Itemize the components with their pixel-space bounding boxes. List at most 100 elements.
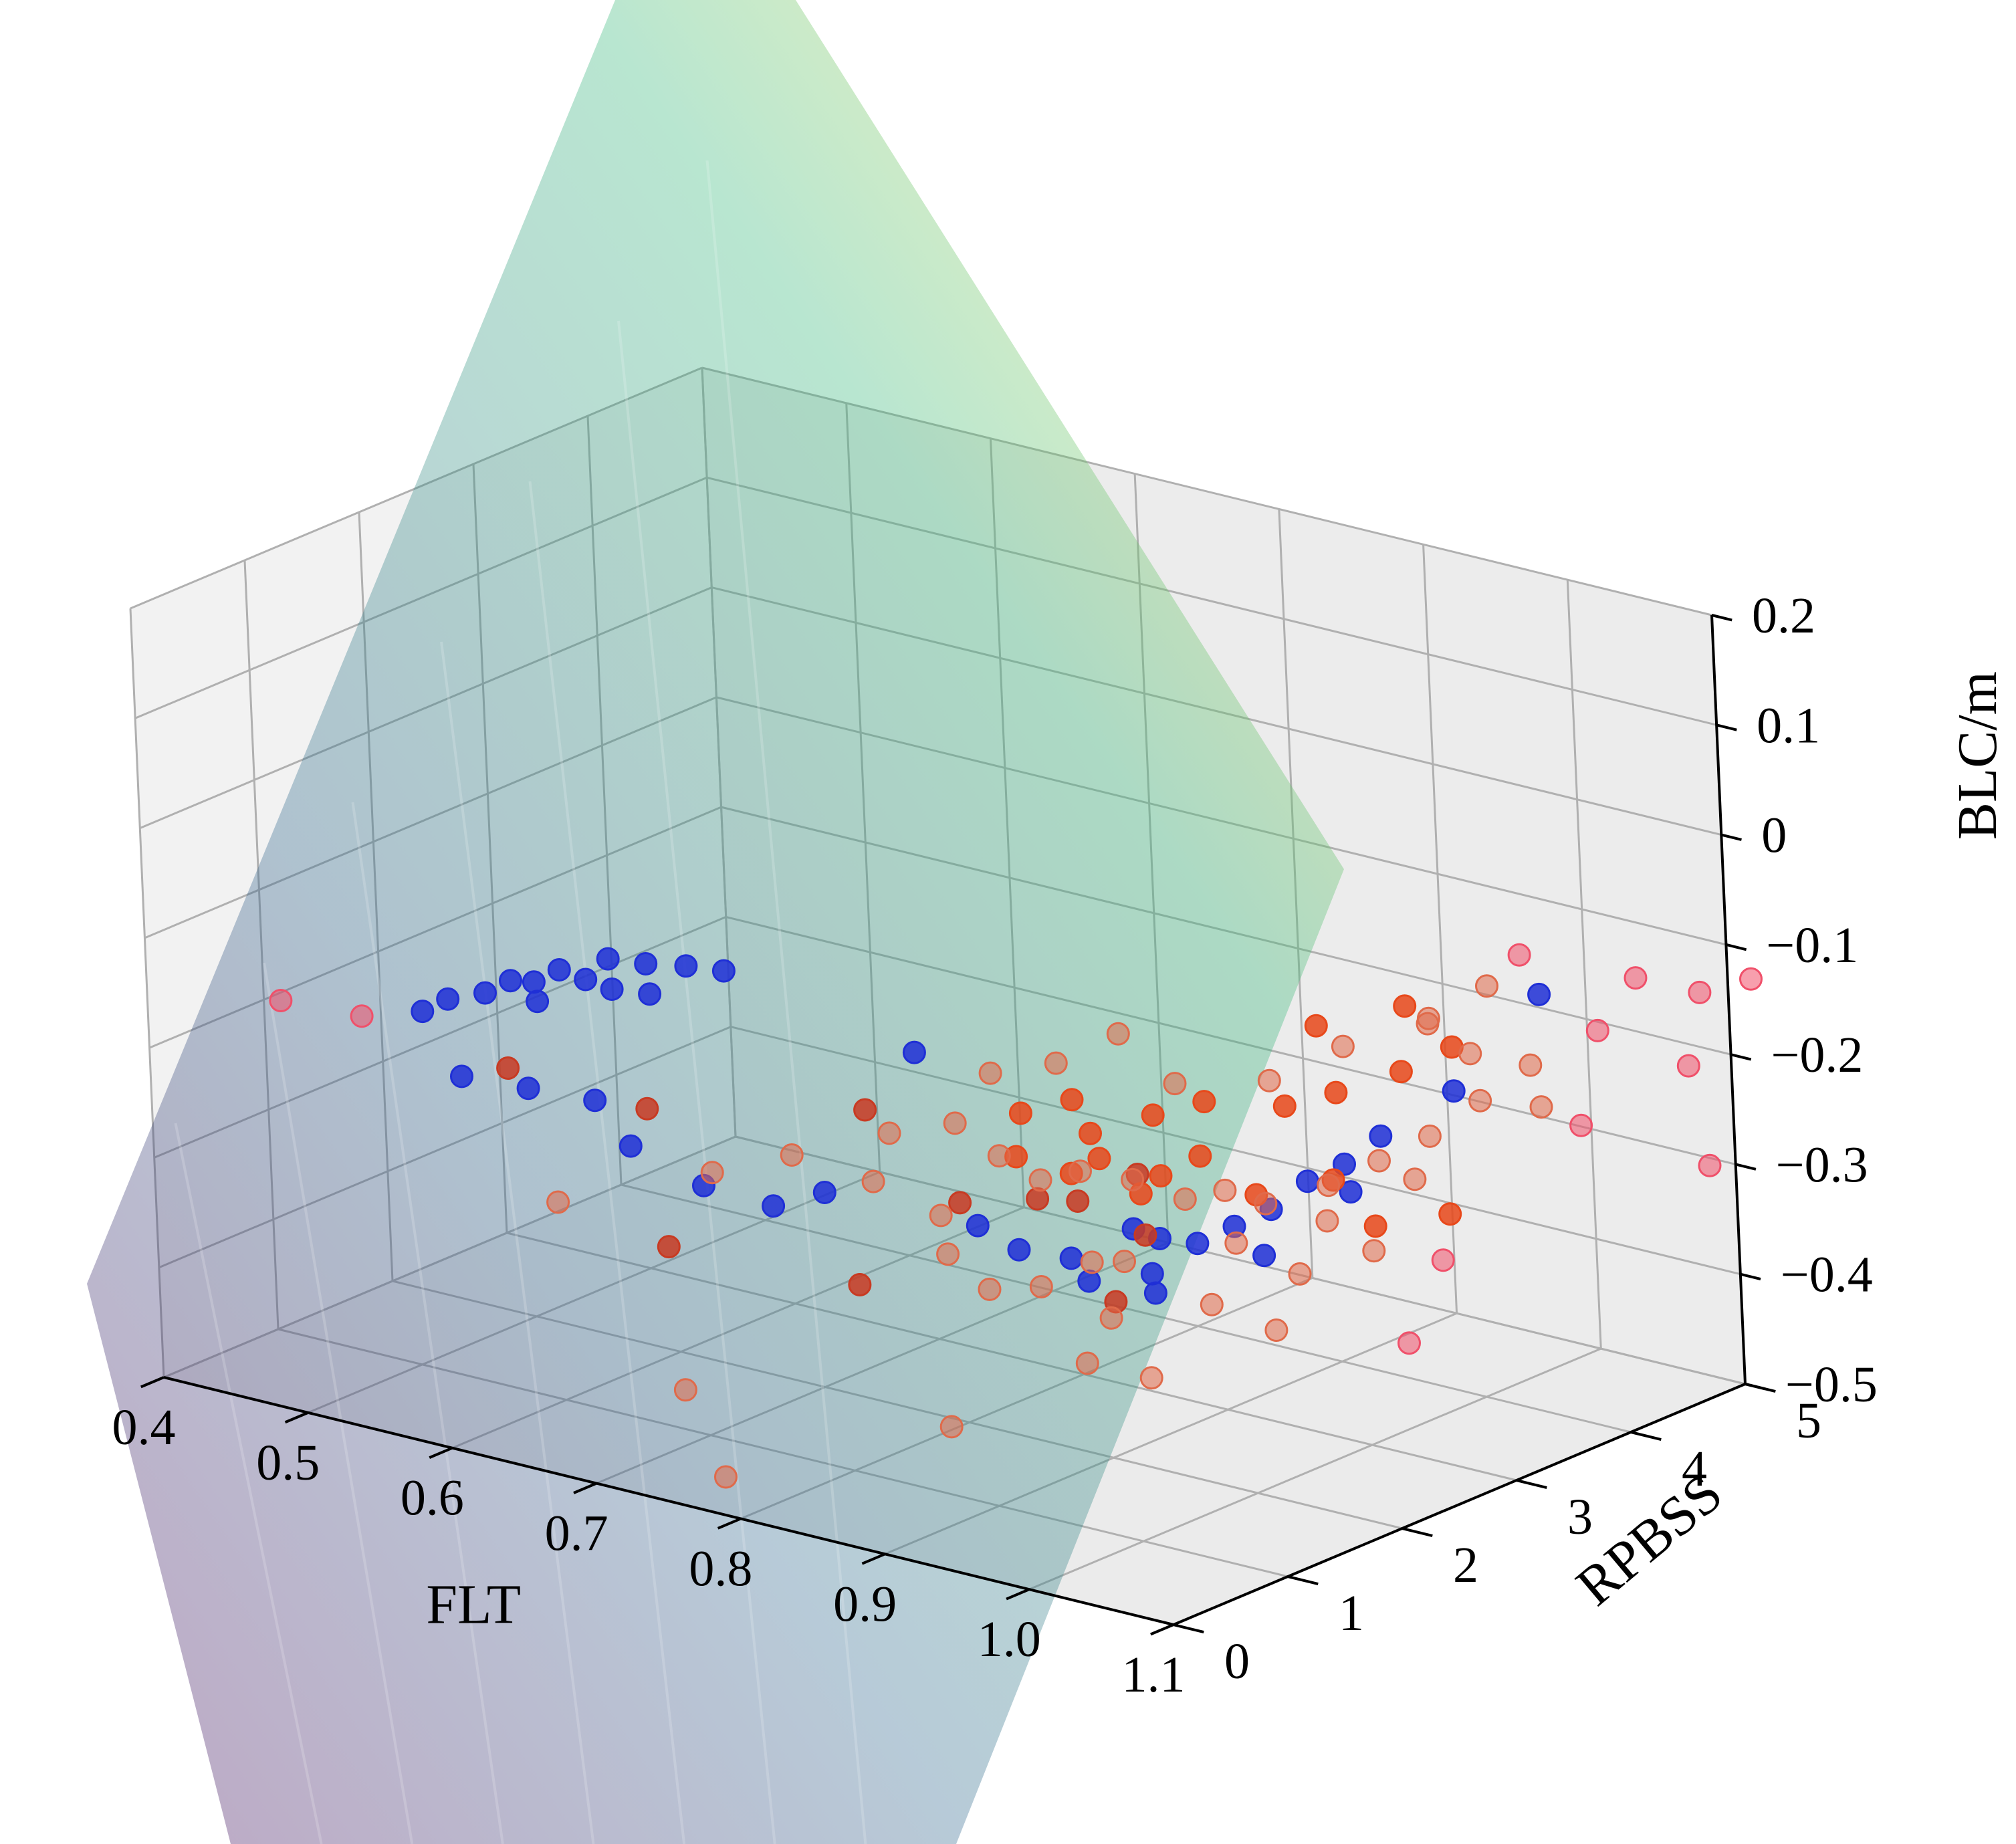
data-point-salmon [1113, 1250, 1136, 1274]
y-tick-mark [1402, 1527, 1433, 1538]
data-point-blue [1077, 1269, 1101, 1293]
data-point-salmon [939, 1415, 964, 1439]
data-point-salmon [1080, 1250, 1104, 1274]
data-point-salmon [1044, 1051, 1068, 1075]
data-point-pink [1431, 1248, 1455, 1272]
data-point-blue [1059, 1246, 1083, 1270]
data-point-salmon [1257, 1068, 1281, 1092]
data-point-salmon [1069, 1159, 1092, 1183]
z-tick-mark [1730, 1053, 1752, 1061]
gridline-x-floor [1028, 1347, 1601, 1591]
data-point-salmon [1317, 1173, 1341, 1197]
data-point-blue [1333, 1152, 1356, 1176]
x-tick-mark [1006, 1588, 1030, 1601]
x-tick-mark [717, 1517, 742, 1530]
x-tick-mark [861, 1552, 886, 1565]
data-point-salmon [1254, 1191, 1278, 1216]
data-point-blue [574, 967, 598, 992]
data-point-red_dark [635, 1097, 659, 1121]
data-point-red_dark [848, 1273, 872, 1296]
data-point-orange [1060, 1088, 1084, 1112]
z-tick-label: −0.3 [1776, 1137, 1868, 1193]
data-point-pink [1569, 1113, 1593, 1137]
y-tick-mark [1630, 1431, 1662, 1442]
data-point-salmon [936, 1242, 960, 1266]
data-point-orange [1192, 1090, 1216, 1114]
data-point-salmon [1367, 1149, 1391, 1173]
data-point-salmon [714, 1465, 738, 1489]
data-point-orange [1141, 1103, 1165, 1127]
data-point-salmon [1139, 1366, 1163, 1390]
data-point-blue [634, 952, 658, 975]
data-point-salmon [1315, 1209, 1339, 1233]
data-point-blue [1186, 1232, 1210, 1256]
data-point-blue [619, 1134, 643, 1158]
data-point-salmon [1416, 1006, 1440, 1030]
data-points [269, 943, 1763, 1489]
data-point-salmon [929, 1203, 953, 1228]
data-point-salmon [1028, 1168, 1052, 1192]
gridline-x-back [1422, 544, 1458, 1314]
regression-surface [87, 0, 1344, 1844]
z-axis-label: BLC/m [1946, 671, 2009, 840]
data-point-blue [1007, 1238, 1031, 1262]
surface-band-edge [440, 641, 595, 1844]
data-point-salmon [1519, 1053, 1543, 1077]
x-tick-mark [284, 1411, 309, 1424]
x-tick-label: 0.4 [112, 1399, 176, 1456]
y-axis-line [1173, 1383, 1746, 1626]
z-tick-label: −0.5 [1785, 1357, 1878, 1413]
y-tick-label: 5 [1796, 1393, 1821, 1449]
data-point-blue [516, 1076, 540, 1101]
x-tick-mark [429, 1446, 453, 1459]
data-point-salmon [1529, 1095, 1553, 1119]
y-tick-label: 4 [1682, 1441, 1707, 1497]
data-point-orange [1304, 1014, 1328, 1038]
data-point-salmon [877, 1121, 901, 1145]
z-tick-mark [1735, 1163, 1757, 1171]
data-point-blue [1339, 1180, 1363, 1204]
data-point-pink [269, 989, 293, 1012]
data-point-blue [450, 1064, 473, 1088]
data-point-pink [1397, 1331, 1421, 1355]
data-point-orange [1149, 1164, 1173, 1188]
z-tick-mark [1720, 833, 1742, 841]
data-point-salmon [1163, 1072, 1187, 1096]
data-point-blue [902, 1040, 926, 1064]
x-tick-label: 0.6 [401, 1470, 464, 1526]
x-tick-mark [140, 1376, 164, 1389]
x-tick-mark [573, 1482, 597, 1494]
z-tick-mark [1716, 723, 1737, 731]
data-point-blue [1369, 1124, 1393, 1148]
x-tick-mark [1150, 1623, 1174, 1636]
data-point-salmon [1224, 1231, 1248, 1255]
data-point-pink [350, 1004, 374, 1028]
data-point-orange [1389, 1060, 1413, 1084]
data-point-pink [1507, 943, 1531, 967]
z-tick-mark [1711, 614, 1732, 622]
data-point-salmon [861, 1169, 885, 1193]
x-axis-line [163, 1376, 1174, 1626]
z-tick-mark [1745, 1383, 1766, 1391]
data-point-blue [1140, 1262, 1164, 1286]
y-tick-mark [1516, 1479, 1547, 1490]
y-tick-label: 1 [1339, 1585, 1364, 1641]
surface-plane [87, 0, 1344, 1844]
data-point-blue [1252, 1244, 1276, 1268]
data-point-salmon [1106, 1022, 1130, 1046]
data-point-red_dark [1133, 1223, 1157, 1247]
y-tick-mark [1287, 1575, 1319, 1586]
y-tick-mark [1173, 1623, 1204, 1634]
x-tick-label: 0.8 [689, 1540, 752, 1597]
data-point-red_dark [853, 1098, 877, 1122]
data-point-salmon [987, 1144, 1011, 1168]
data-point-salmon [700, 1161, 724, 1185]
data-point-salmon [1121, 1167, 1145, 1191]
data-point-blue [583, 1088, 607, 1113]
x-tick-label: 0.5 [256, 1435, 320, 1491]
data-point-orange [1363, 1214, 1387, 1238]
data-point-salmon [1075, 1351, 1099, 1375]
data-point-orange [1324, 1080, 1348, 1105]
data-point-blue [638, 982, 662, 1006]
